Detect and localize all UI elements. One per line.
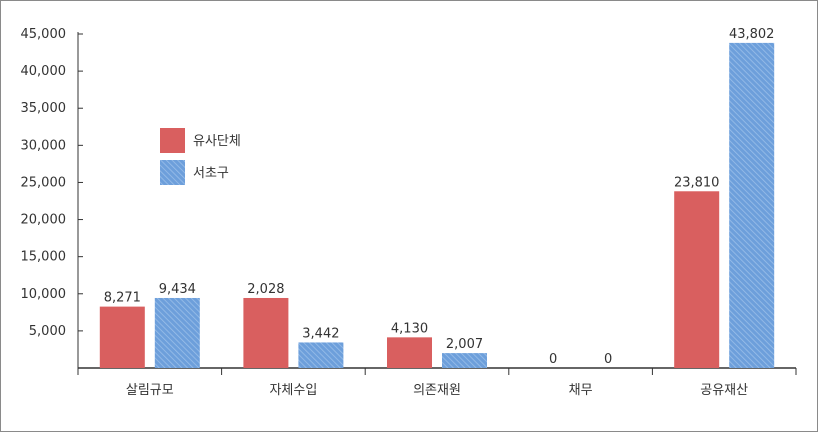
data-labels: 8,271 9,434 2,028 3,442 4,130 2,007 0 0 23,810 43… [104,27,775,367]
bars [99,42,775,369]
data-label: 2,007 [446,337,483,352]
y-axis-ticks: 5,000 10,000 15,000 20,000 25,000 30,000 35,00… [21,27,83,339]
y-tick-label: 10,000 [21,287,67,302]
legend-swatch [160,160,185,185]
y-tick-label: 45,000 [21,27,67,42]
bar-series1 [387,337,432,368]
bar-series2 [298,342,344,368]
y-tick-label: 15,000 [21,250,67,265]
data-label: 0 [604,352,612,367]
y-tick-label: 40,000 [21,64,67,79]
data-label: 8,271 [104,291,141,306]
legend-label: 유사단체 [193,134,241,149]
bar-series1 [243,297,289,368]
y-tick-label: 25,000 [21,175,67,190]
data-label: 3,442 [302,326,339,341]
data-label: 43,802 [729,27,775,42]
bar-series1 [674,191,720,368]
bar-series2 [154,297,200,368]
legend-swatch [160,128,185,153]
data-label: 0 [549,352,557,367]
y-tick-label: 30,000 [21,138,67,153]
y-tick-label: 5,000 [29,324,66,339]
y-tick-label: 35,000 [21,101,67,116]
x-category-label: 채무 [569,383,593,398]
bar-series2 [442,353,487,368]
x-category-label: 공유재산 [700,383,748,398]
x-category-label: 살림규모 [126,383,174,398]
x-axis-labels: 살림규모 자체수입 의존재원 채무 공유재산 [126,383,748,398]
data-label: 2,028 [247,282,284,297]
y-tick-label: 20,000 [21,213,67,228]
bar-series1 [99,306,145,368]
legend-label: 서초구 [193,166,229,181]
x-category-label: 자체수입 [269,383,317,398]
data-label: 23,810 [674,175,720,190]
data-label: 4,130 [391,321,428,336]
data-label: 9,434 [159,282,196,297]
x-category-label: 의존재원 [413,383,461,398]
bar-series2 [729,42,775,369]
